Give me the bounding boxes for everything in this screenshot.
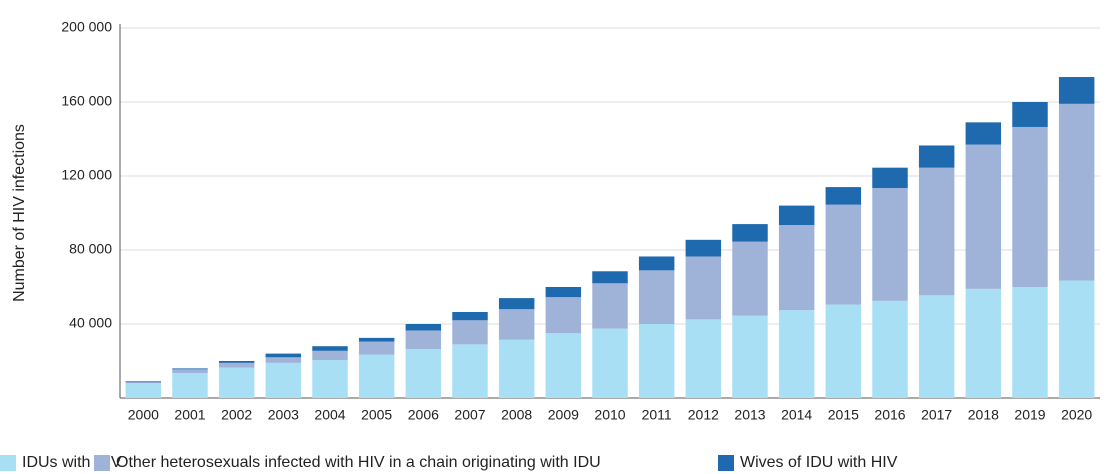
- x-tick-label: 2005: [361, 407, 392, 423]
- bar-segment: [218, 361, 255, 363]
- bar-segment: [452, 344, 488, 398]
- bar-segment: [1012, 287, 1048, 398]
- bar-segment: [125, 383, 162, 398]
- bar-segment: [172, 373, 208, 398]
- bar-segment: [778, 310, 815, 398]
- bar-segment: [218, 367, 255, 398]
- bar-segment: [778, 225, 815, 311]
- bar-segment: [265, 357, 302, 363]
- bar-segment: [872, 188, 908, 301]
- bar-segment: [405, 348, 442, 398]
- bar-segment: [918, 145, 955, 168]
- x-tick-label: 2009: [548, 407, 579, 423]
- bar-segment: [638, 256, 675, 271]
- x-tick-label: 2020: [1061, 407, 1092, 423]
- bar-segment: [545, 297, 582, 334]
- bar-segment: [918, 295, 955, 398]
- bar-segment: [452, 320, 488, 345]
- y-axis-label: Number of HIV infections: [11, 124, 28, 302]
- legend-swatch: [0, 455, 16, 471]
- bar-segment: [918, 167, 955, 296]
- legend-label: Other heterosexuals infected with HIV in…: [116, 454, 601, 471]
- x-tick-label: 2016: [874, 407, 905, 423]
- bar-segment: [125, 382, 162, 384]
- bar-segment: [778, 205, 815, 226]
- x-tick-label: 2019: [1014, 407, 1045, 423]
- y-tick-label: 80 000: [69, 241, 112, 257]
- bar-segment: [1058, 103, 1095, 281]
- bar-segment: [1058, 280, 1095, 398]
- x-tick-label: 2011: [642, 407, 672, 423]
- bar-segment: [592, 271, 628, 284]
- bar-segment: [825, 304, 862, 398]
- bar-segment: [685, 319, 722, 398]
- bar-segment: [638, 324, 675, 398]
- bar-segment: [965, 144, 1002, 289]
- bar-segment: [218, 362, 255, 368]
- bar-segment: [825, 204, 862, 305]
- bar-segment: [265, 353, 302, 358]
- bar-segment: [358, 337, 395, 342]
- y-tick-label: 160 000: [61, 93, 112, 109]
- x-tick-label: 2014: [781, 407, 812, 423]
- bar-segment: [685, 239, 722, 257]
- bar-segment: [498, 309, 535, 340]
- bar-segment: [638, 270, 675, 324]
- x-tick-label: 2007: [454, 407, 485, 423]
- bar-segment: [732, 241, 768, 316]
- y-tick-label: 40 000: [69, 315, 112, 331]
- bar-segment: [965, 288, 1002, 398]
- bar-segment: [265, 362, 302, 398]
- legend-swatch: [94, 455, 110, 471]
- x-tick-label: 2002: [221, 407, 252, 423]
- x-tick-label: 2008: [501, 407, 532, 423]
- bar-segment: [312, 346, 348, 351]
- legend-swatch: [718, 455, 734, 471]
- bar-segment: [825, 187, 862, 205]
- bar-segment: [405, 324, 442, 331]
- y-tick-label: 200 000: [61, 19, 112, 35]
- bar-segment: [125, 381, 162, 383]
- bar-segment: [732, 315, 768, 398]
- x-tick-label: 2010: [594, 407, 625, 423]
- bar-segment: [592, 283, 628, 329]
- x-tick-label: 2001: [174, 407, 205, 423]
- x-tick-label: 2006: [408, 407, 439, 423]
- bar-segment: [732, 224, 768, 242]
- bar-segment: [172, 369, 208, 374]
- bar-segment: [358, 341, 395, 355]
- bar-segment: [545, 333, 582, 398]
- y-tick-label: 120 000: [61, 167, 112, 183]
- x-tick-label: 2017: [921, 407, 952, 423]
- bar-segment: [312, 350, 348, 361]
- bar-segment: [1012, 102, 1048, 127]
- bar-segment: [405, 330, 442, 349]
- bar-segment: [498, 339, 535, 398]
- x-tick-label: 2018: [968, 407, 999, 423]
- bar-segment: [592, 328, 628, 398]
- bar-segment: [498, 298, 535, 310]
- bar-segment: [685, 256, 722, 320]
- bar-segment: [312, 360, 348, 398]
- legend-label: Wives of IDU with HIV: [740, 454, 898, 471]
- bar-segment: [358, 354, 395, 398]
- x-tick-label: 2003: [268, 407, 299, 423]
- x-tick-label: 2015: [828, 407, 859, 423]
- bar-segment: [172, 368, 208, 370]
- x-tick-label: 2012: [688, 407, 719, 423]
- bar-segment: [872, 167, 908, 189]
- x-tick-label: 2000: [128, 407, 159, 423]
- bar-segment: [872, 300, 908, 398]
- bar-segment: [1058, 77, 1095, 104]
- bar-segment: [965, 122, 1002, 145]
- bar-segment: [452, 311, 488, 321]
- bar-segment: [1012, 126, 1048, 287]
- bar-segment: [545, 287, 582, 298]
- x-tick-label: 2013: [734, 407, 765, 423]
- x-tick-label: 2004: [314, 407, 345, 423]
